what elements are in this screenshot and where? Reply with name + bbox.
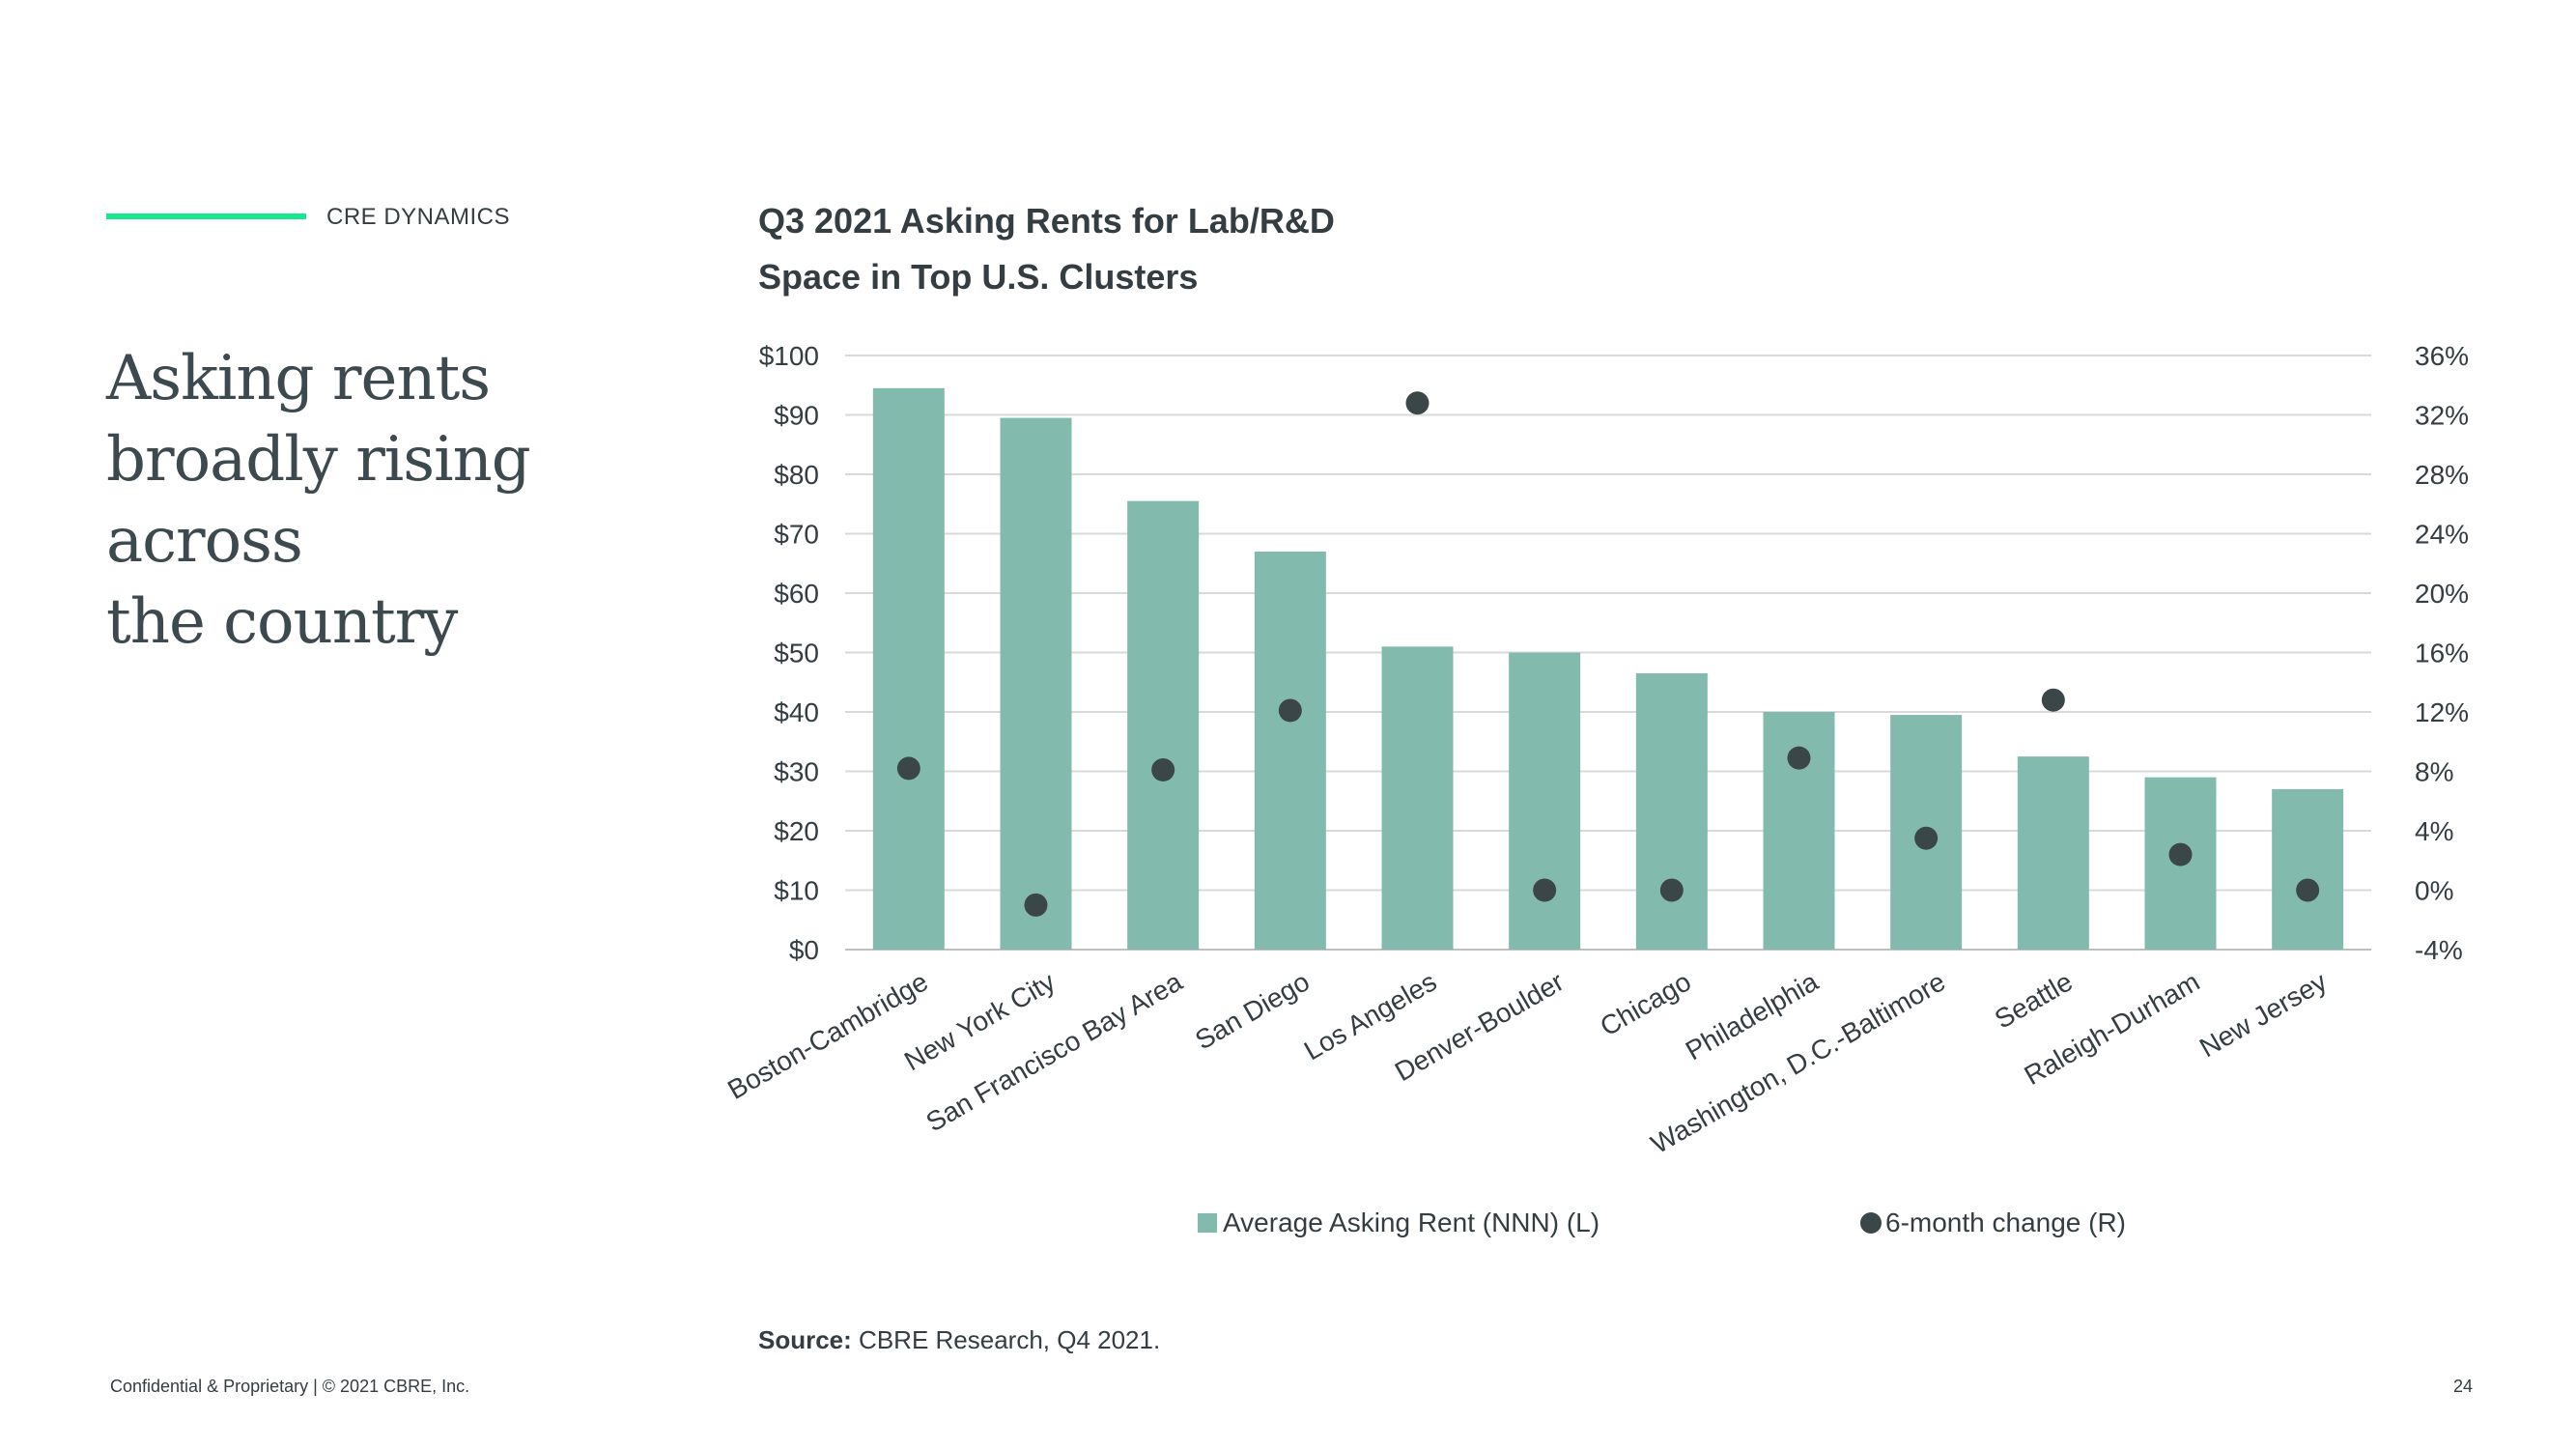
bar [2272,788,2344,950]
y-tick-label-left: $70 [774,520,819,550]
x-tick-label: New Jersey [2194,966,2332,1063]
change-dot [1151,757,1175,781]
legend-dot-swatch [1860,1212,1882,1234]
y-tick-label-right: 16% [2415,639,2469,668]
x-tick-label: Boston-Cambridge [722,966,933,1105]
y-tick-label-right: -4% [2415,935,2463,965]
y-tick-label-left: $100 [759,341,819,371]
x-tick-label: Seattle [1990,966,2078,1034]
y-tick-label-left: $50 [774,639,819,668]
change-dot [1659,878,1684,902]
source-note: Source: CBRE Research, Q4 2021. [758,1325,1160,1355]
change-dot [896,756,920,781]
y-tick-label-right: 8% [2415,757,2453,787]
section-label: CRE DYNAMICS [326,204,511,230]
y-tick-label-right: 36% [2415,341,2469,371]
change-dot [1405,391,1430,415]
bar [872,387,945,950]
change-dot [1787,746,1811,770]
chart-title-line: Q3 2021 Asking Rents for Lab/R&D [758,201,1335,241]
bar [1254,551,1326,950]
legend-bar: Average Asking Rent (NNN) (L) [1198,1208,1599,1238]
chart-title-line: Space in Top U.S. Clusters [758,257,1199,297]
x-tick-label: Chicago [1595,966,1695,1041]
bar [1635,673,1708,950]
y-tick-label-left: $30 [774,757,819,787]
y-tick-label-left: $60 [774,579,819,609]
bar [1381,646,1454,950]
change-dot [1533,878,1557,902]
headline-line: the country [106,586,458,658]
footer-text: Confidential & Proprietary | © 2021 CBRE… [110,1377,470,1396]
source-text: CBRE Research, Q4 2021. [859,1325,1161,1354]
accent-line [106,213,306,219]
page-number: 24 [2453,1377,2474,1396]
y-tick-label-right: 4% [2415,816,2453,846]
change-dot [1914,826,1939,850]
y-tick-label-right: 28% [2415,460,2469,490]
x-tick-label: San Diego [1190,966,1315,1055]
legend-bar-swatch [1198,1213,1217,1233]
source-label: Source: [758,1325,852,1354]
headline-line: Asking rents [106,343,491,414]
bar [1127,500,1200,950]
change-dot [2168,842,2193,867]
change-dot [2296,878,2320,902]
headline: Asking rents broadly rising across the c… [106,338,724,663]
headline-line: broadly rising across [106,424,531,577]
bar [1000,417,1072,950]
change-dot [2041,688,2065,712]
y-tick-label-left: $10 [774,876,819,906]
legend-dot: 6-month change (R) [1860,1208,2126,1238]
bar [1509,652,1581,950]
y-tick-label-right: 12% [2415,697,2469,727]
y-tick-label-right: 32% [2415,401,2469,431]
y-tick-label-right: 20% [2415,579,2469,609]
y-tick-label-left: $20 [774,816,819,846]
legend-dot-label: 6-month change (R) [1885,1208,2127,1237]
bar [2017,756,2089,950]
y-tick-label-left: $40 [774,697,819,727]
y-tick-label-left: $90 [774,401,819,431]
change-dot [1278,698,1302,723]
y-tick-label-left: $80 [774,460,819,490]
change-dot [1024,893,1048,917]
chart-title: Q3 2021 Asking Rents for Lab/R&D Space i… [758,193,1434,305]
y-tick-label-right: 24% [2415,520,2469,550]
y-tick-label-right: 0% [2415,876,2453,906]
y-tick-label-left: $0 [789,935,819,965]
legend-bar-label: Average Asking Rent (NNN) (L) [1223,1208,1600,1237]
